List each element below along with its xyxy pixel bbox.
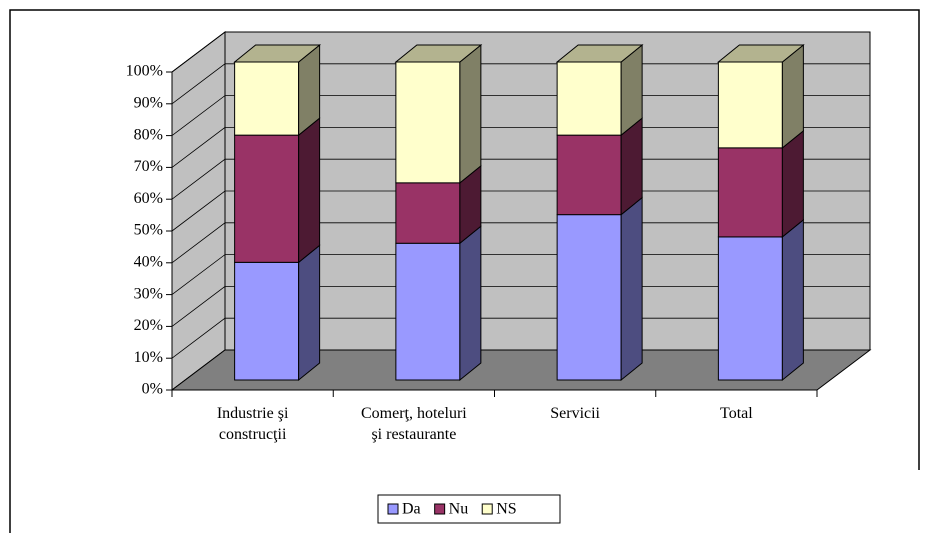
bar-segment (234, 261, 300, 381)
bar-side (781, 43, 804, 149)
x-tick-label: Comerţ, hoteluri şi restaurante (361, 405, 467, 443)
legend-swatch (481, 503, 493, 515)
x-tick-label-line: Industrie şi (217, 405, 289, 422)
bar-segment (717, 147, 783, 238)
legend-swatch (387, 503, 399, 515)
bar-segment (395, 242, 461, 381)
grid-line (171, 158, 870, 200)
bar-segment (556, 134, 622, 216)
bar-segment (717, 236, 783, 381)
bar-segment (556, 61, 622, 136)
grid-line (171, 95, 870, 136)
x-tick-label: Industrie şi construcţii (217, 405, 289, 443)
x-tick-label-line: construcţii (219, 426, 287, 443)
y-tick-label: 100% (126, 63, 163, 80)
x-tick-label-line: şi restaurante (371, 426, 456, 443)
bar-top (716, 44, 805, 63)
grid-line (171, 190, 870, 232)
y-tick-label: 20% (134, 317, 163, 334)
legend-label: NS (496, 501, 516, 518)
bar-segment (234, 61, 300, 136)
grid-line (171, 127, 870, 168)
bar-side (620, 196, 643, 382)
bar-segment (234, 134, 300, 263)
y-tick-label: 40% (134, 253, 163, 270)
grid-line (171, 317, 870, 359)
x-tick-label: Servicii (550, 405, 600, 422)
y-tick-label: 80% (134, 126, 163, 143)
grid-line (171, 222, 870, 264)
bar-side (298, 244, 321, 382)
frame (9, 9, 920, 533)
bar-side (781, 218, 804, 382)
legend-label: Da (402, 501, 421, 518)
y-tick-label: 30% (134, 285, 163, 302)
x-tick-label-line: Total (720, 405, 753, 422)
x-tick-label-line: Comerţ, hoteluri (361, 405, 467, 422)
bar-top (555, 44, 644, 63)
grid-line (171, 285, 870, 327)
grid-line (171, 254, 870, 295)
legend-label: Nu (449, 501, 469, 518)
bar-segment (395, 61, 461, 184)
y-tick-label: 90% (134, 94, 163, 111)
bar-top (394, 44, 483, 63)
x-tick-label: Total (720, 405, 753, 422)
bar-segment (717, 61, 783, 149)
y-tick-label: 70% (134, 158, 163, 175)
bar-side (459, 225, 482, 382)
y-tick-label: 60% (134, 190, 163, 207)
legend-swatch (434, 503, 446, 515)
bar-segment (395, 182, 461, 244)
bar-segment (556, 214, 622, 381)
grid-line (171, 63, 870, 105)
grid-line (171, 31, 870, 73)
legend-box (377, 494, 561, 524)
bar-side (781, 129, 804, 238)
bar-side (459, 43, 482, 184)
y-tick-label: 10% (134, 349, 163, 366)
x-tick-label-line: Servicii (550, 405, 600, 422)
y-tick-label: 50% (134, 222, 163, 239)
y-tick-label: 0% (142, 381, 163, 398)
bar-top (233, 44, 322, 63)
bar-side (298, 117, 321, 264)
